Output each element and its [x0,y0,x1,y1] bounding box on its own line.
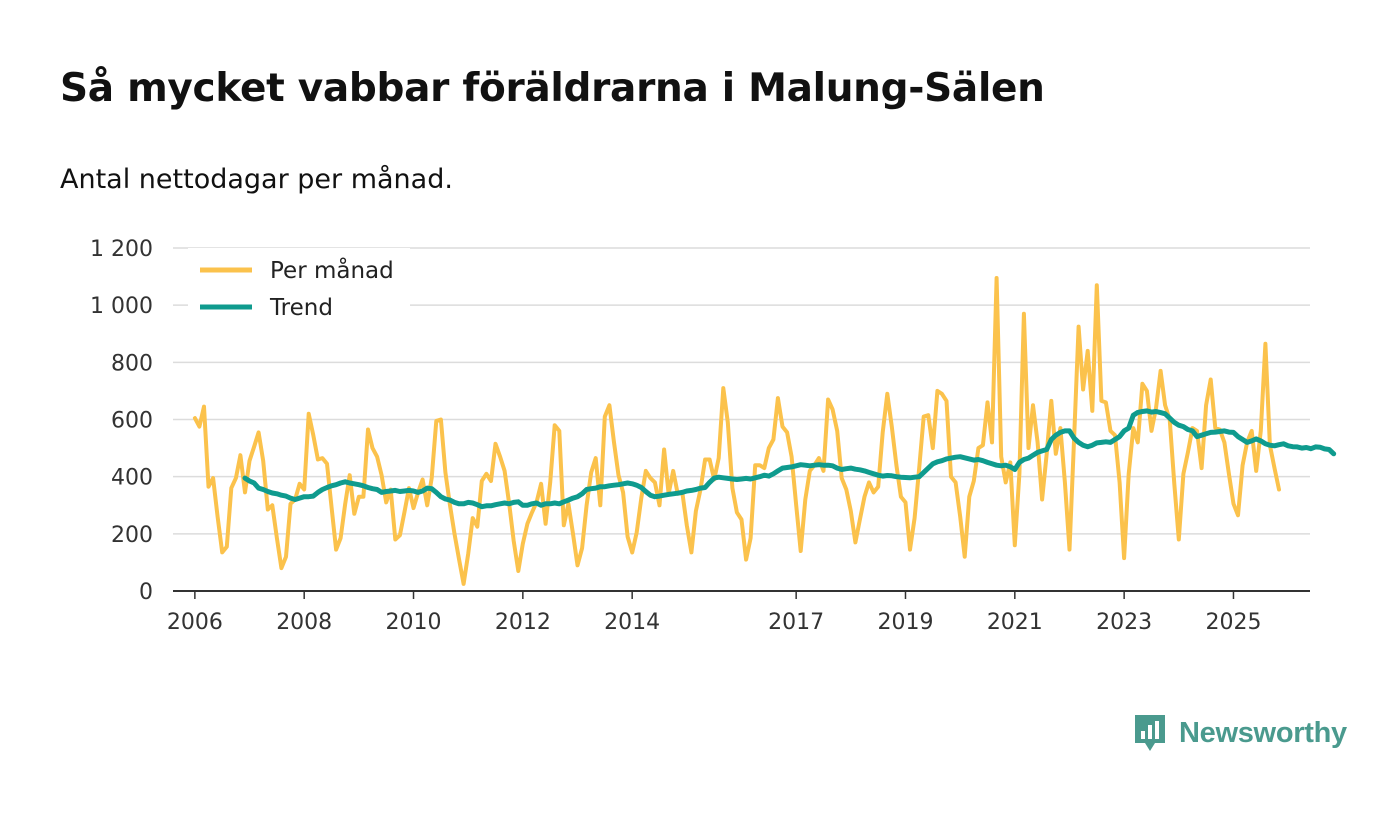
series-lines [192,276,1337,586]
x-tick-label: 2008 [276,610,332,635]
x-tick-label: 2017 [768,610,824,635]
y-axis: 0 200 400 600 800 1 000 1 200 [90,237,153,605]
x-axis: 2006 2008 2010 2012 2014 2017 2019 2021 2023 2025 [167,590,1310,635]
x-tick-label: 2010 [386,610,442,635]
legend-background [188,248,410,324]
brand-name: Newsworthy [1179,716,1347,749]
x-tick-label: 2014 [604,610,660,635]
legend-label-trend: Trend [269,295,333,321]
x-tick-label: 2023 [1096,610,1152,635]
x-tick-label: 2019 [877,610,933,635]
y-tick-label: 800 [111,351,153,376]
x-tick-label: 2021 [987,610,1043,635]
chart-subtitle: Antal nettodagar per månad. [60,164,453,195]
y-tick-label: 1 000 [90,294,153,319]
newsworthy-logo-icon [1135,715,1165,751]
chart-title: Så mycket vabbar föräldrarna i Malung-Sä… [60,66,1045,111]
legend-label-per-manad: Per månad [270,256,394,284]
y-tick-label: 400 [111,466,153,491]
legend: Per månad Trend [188,248,410,324]
newsworthy-logo: Newsworthy [1133,713,1347,753]
x-tick-label: 2012 [495,610,551,635]
x-tick-label: 2006 [167,610,223,635]
y-tick-label: 600 [111,409,153,434]
y-tick-label: 1 200 [90,237,153,262]
series-line-trend [242,408,1337,510]
x-tick-label: 2025 [1205,610,1261,635]
series-line-per-m-nad [192,276,1281,586]
y-tick-label: 0 [139,580,153,605]
y-tick-label: 200 [111,523,153,548]
